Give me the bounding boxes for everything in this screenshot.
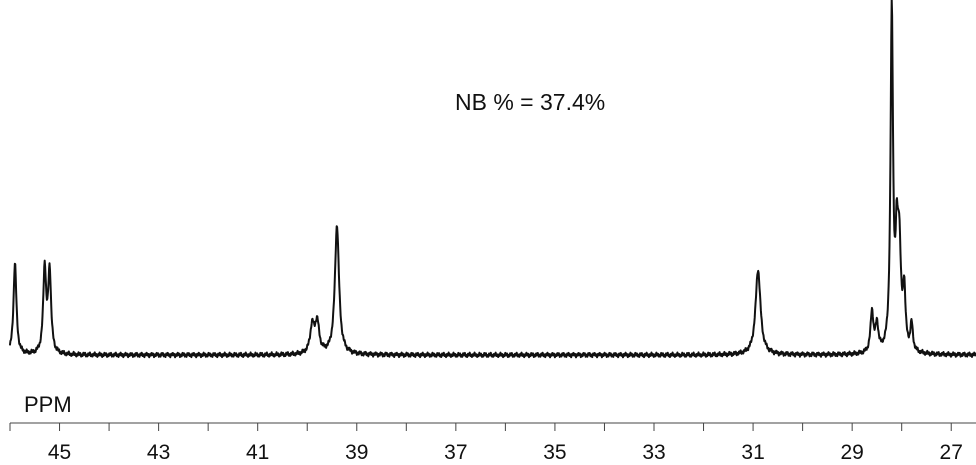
x-axis-ticks: 45 43 41 39 37 35 33 31 29 27 bbox=[9, 423, 963, 464]
x-tick-label-31: 31 bbox=[741, 441, 764, 464]
x-tick-label-45: 45 bbox=[48, 441, 71, 464]
x-tick-label-29: 29 bbox=[840, 441, 863, 464]
x-tick-label-27: 27 bbox=[940, 441, 963, 464]
x-axis-title: PPM bbox=[24, 392, 72, 417]
x-tick-label-39: 39 bbox=[345, 441, 368, 464]
spectrum-layer bbox=[9, 0, 976, 359]
x-tick-label-37: 37 bbox=[444, 441, 467, 464]
x-tick-label-33: 33 bbox=[642, 441, 665, 464]
x-tick-label-43: 43 bbox=[147, 441, 170, 464]
x-tick-label-41: 41 bbox=[246, 441, 269, 464]
spectrum-trace bbox=[9, 0, 976, 359]
nb-percent-annotation: NB % = 37.4% bbox=[455, 89, 605, 115]
x-tick-label-35: 35 bbox=[543, 441, 566, 464]
